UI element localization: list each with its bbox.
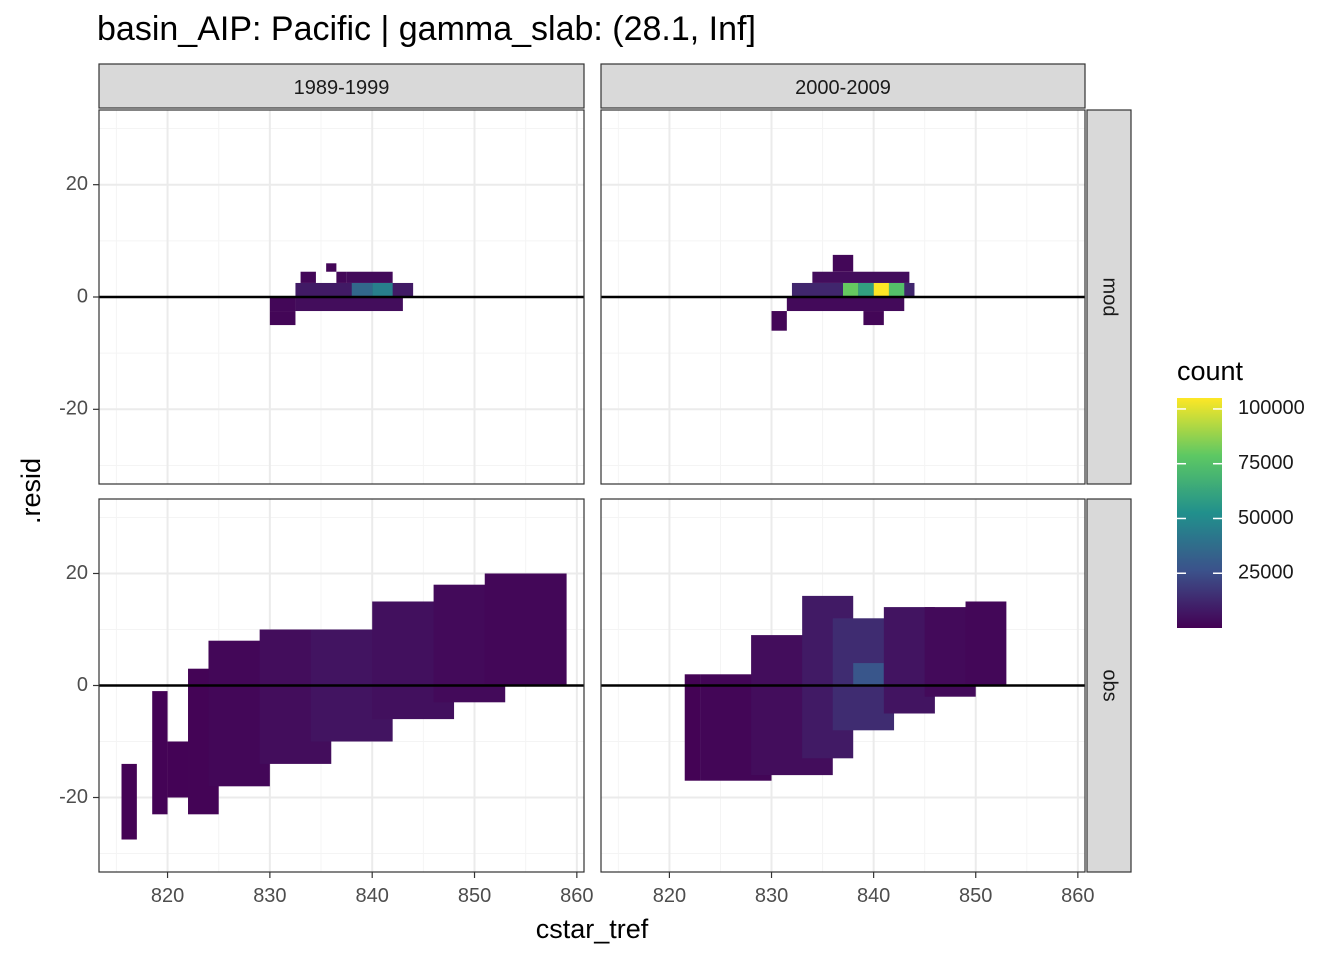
heat-cell-2000-2009-mod-2 (863, 311, 884, 326)
x-tick-label: 860 (560, 885, 593, 907)
y-tick-label: 20 (66, 562, 88, 584)
heat-cell-1989-1999-mod-4 (300, 271, 316, 283)
x-tick-label: 850 (959, 885, 992, 907)
heat-cell-2000-2009-obs-0 (684, 674, 701, 781)
x-tick-label: 850 (458, 885, 491, 907)
panel-border-2000-2009-mod (600, 109, 1086, 485)
heat-cell-2000-2009-mod-0 (771, 311, 787, 331)
y-axis-title: .resid (16, 458, 46, 524)
col-strip-label-1: 2000-2009 (795, 77, 891, 99)
panel-border-2000-2009-obs (600, 498, 1086, 873)
y-tick-label: 20 (66, 173, 88, 195)
y-tick-label: 0 (77, 674, 88, 696)
heat-cell-1989-1999-mod-6 (336, 271, 347, 283)
legend-tick-label: 25000 (1238, 562, 1294, 584)
heat-cell-1989-1999-mod-8 (351, 282, 373, 297)
heat-cell-2000-2009-mod-6 (858, 282, 874, 297)
chart-title: basin_AIP: Pacific | gamma_slab: (28.1, … (97, 10, 756, 48)
x-tick-label: 830 (755, 885, 788, 907)
heat-cell-1989-1999-mod-7 (346, 271, 393, 283)
row-strip-0 (1086, 109, 1132, 485)
heat-cell-2000-2009-obs-5 (853, 663, 884, 686)
legend-tick-label: 50000 (1238, 507, 1294, 529)
x-tick-label: 830 (253, 885, 286, 907)
legend-tick-label: 100000 (1238, 397, 1305, 419)
heat-cell-1989-1999-mod-0 (269, 311, 296, 326)
col-strip-label-0: 1989-1999 (294, 77, 390, 99)
heat-cell-1989-1999-obs-1 (152, 691, 168, 815)
y-tick-label: -20 (59, 786, 88, 808)
legend-tick-label: 75000 (1238, 452, 1294, 474)
x-tick-label: 840 (356, 885, 389, 907)
heat-cell-2000-2009-obs-8 (965, 601, 1007, 686)
x-tick-label: 820 (653, 885, 686, 907)
heat-cell-2000-2009-mod-1 (786, 297, 905, 312)
heat-cell-1989-1999-obs-0 (121, 763, 137, 840)
heat-cell-1989-1999-mod-2 (295, 297, 403, 312)
legend-colorbar (1177, 398, 1222, 628)
x-axis-title: cstar_tref (536, 914, 649, 944)
x-tick-label: 840 (857, 885, 890, 907)
heat-cell-2000-2009-mod-5 (873, 282, 889, 297)
heat-cell-2000-2009-mod-7 (888, 282, 905, 297)
x-tick-label: 860 (1061, 885, 1094, 907)
heat-cell-1989-1999-obs-9 (484, 573, 567, 686)
y-tick-label: -20 (59, 398, 88, 420)
col-strip-1 (600, 63, 1086, 109)
col-strip-0 (98, 63, 585, 109)
heat-cell-2000-2009-mod-4 (843, 282, 859, 297)
heat-cell-1989-1999-mod-9 (372, 282, 393, 297)
y-tick-label: 0 (77, 285, 88, 307)
row-strip-label-1: obs (1099, 669, 1121, 701)
heat-cell-2000-2009-mod-8 (812, 271, 910, 283)
x-tick-label: 820 (151, 885, 184, 907)
legend-title: count (1177, 356, 1244, 386)
heat-cell-1989-1999-mod-1 (269, 297, 296, 312)
row-strip-1 (1086, 498, 1132, 873)
heat-cell-1989-1999-mod-5 (326, 263, 337, 272)
row-strip-label-0: mod (1099, 278, 1121, 317)
heat-cell-2000-2009-mod-9 (832, 254, 854, 272)
